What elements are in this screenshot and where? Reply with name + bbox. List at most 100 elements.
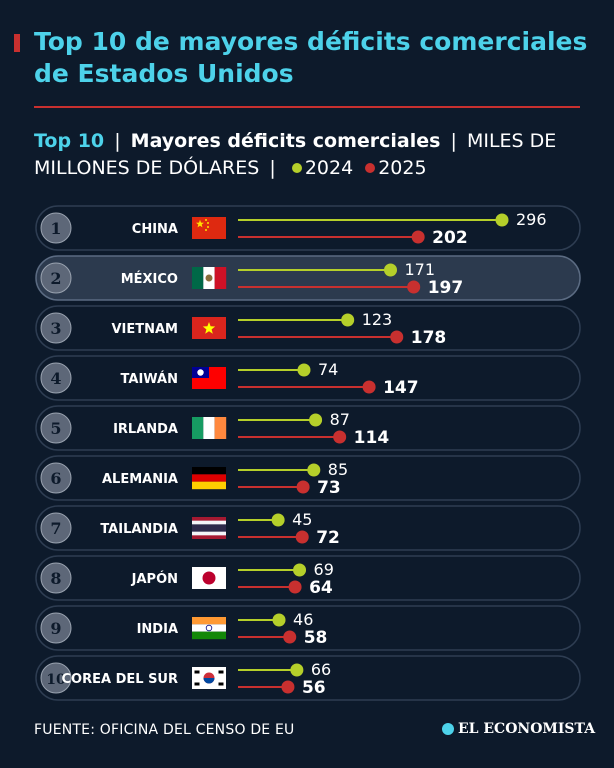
vietnam-flag (192, 317, 226, 339)
country-label: VIETNAM (111, 322, 178, 337)
point-2024 (341, 313, 355, 327)
flag-trigram (194, 682, 200, 686)
point-2024 (384, 263, 398, 277)
value-label-2025: 147 (383, 378, 419, 398)
point-2024 (309, 413, 323, 427)
rank-circle (40, 312, 72, 344)
rank-label: 1 (50, 219, 61, 238)
chart-title: Top 10 de mayores déficits comerciales d… (34, 27, 588, 88)
flag-stripe (203, 417, 215, 439)
point-2024 (272, 613, 286, 627)
row (35, 555, 581, 601)
value-label-2024: 296 (516, 210, 547, 229)
flag-star (207, 222, 209, 224)
value-label-2024: 123 (362, 310, 393, 329)
legend-2024-label: 2024 (304, 157, 354, 179)
point-2024 (293, 563, 307, 577)
rank-circle (40, 212, 72, 244)
rank-label: 9 (50, 619, 61, 638)
flag-trigram (218, 670, 224, 674)
value-label-2025: 178 (411, 328, 447, 348)
country-label: JAPÓN (131, 571, 178, 587)
flag-stripe (192, 474, 226, 482)
country-label: TAIWÁN (121, 371, 178, 387)
row (35, 605, 581, 651)
flag-sun (197, 369, 204, 376)
point-2025 (390, 330, 404, 344)
subtitle-main: Mayores déficits comerciales (130, 130, 441, 152)
ireland-flag (192, 417, 227, 439)
point-2024 (271, 513, 285, 527)
country-label: COREA DEL SUR (62, 672, 178, 687)
flag-stripe (192, 417, 204, 439)
chart-subtitle: Top 10 | Mayores déficits comerciales | … (34, 128, 580, 182)
rank-label: 2 (50, 269, 61, 288)
value-label-2025: 197 (428, 278, 464, 298)
japan-flag (192, 567, 226, 589)
row (35, 505, 581, 551)
row-highlighted (35, 255, 581, 301)
subtitle-top: Top 10 (34, 130, 105, 152)
rank-label: 10 (46, 672, 66, 688)
row (35, 655, 581, 701)
legend-2024-marker (291, 162, 302, 173)
row (35, 405, 581, 451)
row (35, 355, 581, 401)
row (35, 305, 581, 351)
country-label: ALEMANIA (102, 472, 178, 487)
rank-circle (40, 462, 72, 494)
taiwan-flag (192, 367, 226, 389)
flag-wheel (205, 624, 213, 632)
rank-circle (40, 362, 72, 394)
rank-label: 8 (50, 569, 61, 588)
flag-disc (202, 571, 216, 585)
country-label: IRLANDA (113, 422, 178, 437)
flag-stripe (192, 467, 226, 475)
country-label: CHINA (132, 222, 178, 237)
legend-2025-marker (365, 162, 376, 173)
rank-label: 6 (50, 469, 61, 488)
value-label-2024: 45 (292, 510, 312, 529)
value-label-2025: 58 (304, 628, 328, 648)
subtitle-separator: | (269, 157, 276, 179)
rank-circle (40, 512, 72, 544)
flag-stripe (214, 417, 227, 439)
value-label-2025: 56 (302, 678, 326, 698)
rank-circle (40, 412, 72, 444)
country-label: TAILANDIA (100, 522, 178, 537)
point-2025 (295, 530, 309, 544)
point-2024 (495, 213, 509, 227)
flag-stripe (192, 481, 226, 490)
china-flag (192, 217, 226, 239)
mexico-flag (192, 267, 227, 289)
flag-star (205, 229, 207, 231)
point-2025 (333, 430, 347, 444)
flag-star (205, 219, 207, 221)
rank-circle (40, 262, 72, 294)
point-2025 (362, 380, 376, 394)
rank-label: 3 (50, 319, 61, 338)
point-2025 (411, 230, 425, 244)
point-2025 (407, 280, 421, 294)
source-note: FUENTE: OFICINA DEL CENSO DE EU (34, 722, 295, 738)
flag-stripe (192, 524, 226, 532)
flag-star (196, 219, 204, 228)
flag-trigram (194, 670, 200, 674)
subtitle-separator: | (450, 130, 457, 152)
value-label-2025: 73 (317, 478, 341, 498)
point-2024 (297, 363, 311, 377)
value-label-2024: 85 (328, 460, 348, 479)
value-label-2024: 171 (405, 260, 436, 279)
south-korea-flag (192, 667, 226, 689)
title-accent-bar (14, 34, 20, 52)
germany-flag (192, 467, 226, 490)
flag-stripe (192, 624, 226, 632)
rank-label: 5 (50, 419, 61, 438)
point-2025 (288, 580, 302, 594)
rank-circle (40, 612, 72, 644)
value-label-2024: 46 (293, 610, 313, 629)
flag-taegeuk (203, 678, 215, 684)
thailand-flag (192, 517, 226, 539)
flag-field (192, 217, 226, 239)
